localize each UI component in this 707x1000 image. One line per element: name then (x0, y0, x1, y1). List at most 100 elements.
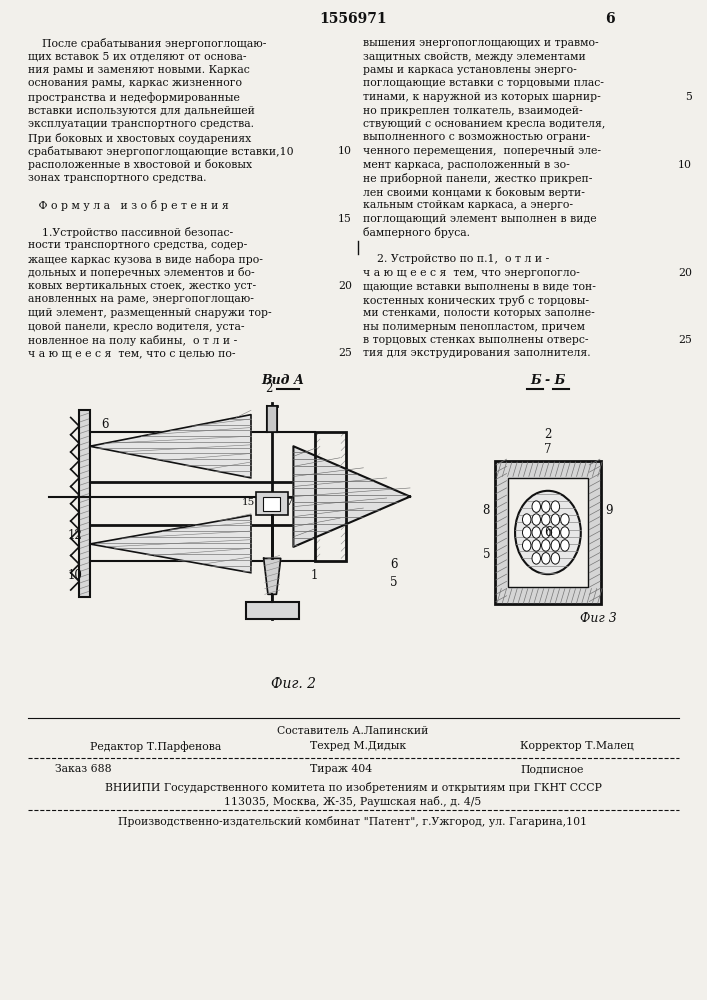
Text: ния рамы и заменяют новыми. Каркас: ния рамы и заменяют новыми. Каркас (28, 65, 250, 75)
Bar (246, 601, 299, 619)
Text: 15: 15 (338, 214, 352, 224)
Text: 113035, Москва, Ж-35, Раушская наб., д. 4/5: 113035, Москва, Ж-35, Раушская наб., д. … (224, 796, 481, 807)
Bar (257, 492, 288, 515)
Text: 9: 9 (606, 504, 613, 517)
Circle shape (551, 501, 560, 512)
Polygon shape (90, 515, 251, 573)
Bar (495, 461, 601, 604)
Circle shape (551, 553, 560, 564)
Text: 12: 12 (68, 529, 82, 542)
Text: ановленных на раме, энергопоглощаю-: ановленных на раме, энергопоглощаю- (28, 294, 254, 304)
Text: ч а ю щ е е с я  тем, что с целью по-: ч а ю щ е е с я тем, что с целью по- (28, 349, 235, 359)
Text: пространства и недеформированные: пространства и недеформированные (28, 92, 240, 103)
Text: Техред М.Дидык: Техред М.Дидык (310, 741, 407, 751)
Circle shape (522, 527, 531, 538)
Text: рамы и каркаса установлены энерго-: рамы и каркаса установлены энерго- (363, 65, 577, 75)
Circle shape (551, 527, 560, 538)
Text: 8: 8 (483, 504, 490, 517)
Text: дольных и поперечных элементов и бо-: дольных и поперечных элементов и бо- (28, 267, 255, 278)
Text: костенных конических труб с торцовы-: костенных конических труб с торцовы- (363, 294, 589, 306)
Polygon shape (264, 558, 281, 594)
Text: жащее каркас кузова в виде набора про-: жащее каркас кузова в виде набора про- (28, 254, 263, 265)
Circle shape (551, 514, 560, 525)
Text: Производственно-издательский комбинат "Патент", г.Ужгород, ул. Гагарина,101: Производственно-издательский комбинат "П… (119, 816, 588, 827)
Text: в торцовых стенках выполнены отверс-: в торцовых стенках выполнены отверс- (363, 335, 588, 345)
Text: лен своими концами к боковым верти-: лен своими концами к боковым верти- (363, 186, 585, 198)
Text: выполненного с возможностью ограни-: выполненного с возможностью ограни- (363, 132, 590, 142)
Text: 18: 18 (271, 498, 284, 507)
Text: 25: 25 (338, 349, 352, 359)
Text: зонах транспортного средства.: зонах транспортного средства. (28, 173, 206, 183)
Text: не приборной панели, жестко прикреп-: не приборной панели, жестко прикреп- (363, 173, 592, 184)
Text: 15: 15 (243, 498, 255, 507)
Text: расположенные в хвостовой и боковых: расположенные в хвостовой и боковых (28, 159, 252, 170)
Text: бамперного бруса.: бамперного бруса. (363, 227, 470, 238)
Circle shape (542, 514, 550, 525)
Text: ности транспортного средства, содер-: ности транспортного средства, содер- (28, 240, 247, 250)
Text: тинами, к наружной из которых шарнир-: тинами, к наружной из которых шарнир- (363, 92, 601, 102)
Text: вышения энергопоглощающих и травмо-: вышения энергопоглощающих и травмо- (363, 38, 599, 48)
Text: Тираж 404: Тираж 404 (310, 764, 372, 774)
Text: 17: 17 (281, 498, 293, 507)
Text: 5: 5 (483, 548, 490, 561)
Circle shape (551, 540, 560, 551)
Circle shape (561, 527, 569, 538)
Bar (79, 410, 90, 597)
Circle shape (532, 553, 541, 564)
Text: 7: 7 (544, 443, 551, 456)
Circle shape (542, 553, 550, 564)
Text: мент каркаса, расположенный в зо-: мент каркаса, расположенный в зо- (363, 159, 570, 169)
Polygon shape (90, 415, 251, 478)
Text: После срабатывания энергопоглощаю-: После срабатывания энергопоглощаю- (28, 38, 267, 49)
Text: ч а ю щ е е с я  тем, что энергопогло-: ч а ю щ е е с я тем, что энергопогло- (363, 267, 580, 277)
Text: 6: 6 (544, 526, 552, 539)
Circle shape (522, 540, 531, 551)
Text: Фиг. 2: Фиг. 2 (271, 677, 316, 691)
Text: 20: 20 (338, 281, 352, 291)
Text: кальным стойкам каркаса, а энерго-: кальным стойкам каркаса, а энерго- (363, 200, 573, 210)
Circle shape (532, 527, 541, 538)
Text: ВНИИПИ Государственного комитета по изобретениям и открытиям при ГКНТ СССР: ВНИИПИ Государственного комитета по изоб… (105, 782, 602, 793)
Text: 10: 10 (678, 159, 692, 169)
Text: 5: 5 (685, 92, 692, 102)
Text: Вид А: Вид А (262, 374, 304, 387)
Text: срабатывают энергопоглощающие вставки,10: срабатывают энергопоглощающие вставки,10 (28, 146, 293, 157)
Text: основания рамы, каркас жизненного: основания рамы, каркас жизненного (28, 79, 242, 89)
Text: вставки используются для дальнейшей: вставки используются для дальнейшей (28, 105, 255, 115)
Text: ны полимерным пенопластом, причем: ны полимерным пенопластом, причем (363, 322, 585, 332)
Text: 1: 1 (311, 569, 318, 582)
Text: 10: 10 (338, 146, 352, 156)
Text: 2. Устройство по п.1,  о т л и -: 2. Устройство по п.1, о т л и - (363, 254, 549, 264)
Text: Подписное: Подписное (520, 764, 583, 774)
Circle shape (532, 501, 541, 512)
Text: поглощающий элемент выполнен в виде: поглощающий элемент выполнен в виде (363, 214, 597, 224)
Text: тия для экструдирования заполнителя.: тия для экструдирования заполнителя. (363, 349, 590, 359)
Text: ствующий с основанием кресла водителя,: ствующий с основанием кресла водителя, (363, 119, 605, 129)
Bar (267, 406, 278, 432)
Text: 2: 2 (265, 382, 273, 395)
Text: ми стенками, полости которых заполне-: ми стенками, полости которых заполне- (363, 308, 595, 318)
Circle shape (561, 514, 569, 525)
Circle shape (532, 514, 541, 525)
Text: цовой панели, кресло водителя, уста-: цовой панели, кресло водителя, уста- (28, 322, 245, 332)
Circle shape (542, 540, 550, 551)
Text: 5: 5 (390, 576, 398, 589)
Text: 25: 25 (678, 335, 692, 345)
Text: защитных свойств, между элементами: защитных свойств, между элементами (363, 51, 586, 62)
Text: Составитель А.Лапинский: Составитель А.Лапинский (277, 726, 428, 736)
Circle shape (561, 540, 569, 551)
Circle shape (542, 501, 550, 512)
Text: но прикреплен толкатель, взаимодей-: но прикреплен толкатель, взаимодей- (363, 105, 583, 115)
Text: ковых вертикальных стоек, жестко уст-: ковых вертикальных стоек, жестко уст- (28, 281, 256, 291)
Text: 6: 6 (390, 558, 398, 571)
Circle shape (532, 540, 541, 551)
Text: Фиг 3: Фиг 3 (580, 612, 617, 625)
Circle shape (522, 514, 531, 525)
Text: поглощающие вставки с торцовыми плас-: поглощающие вставки с торцовыми плас- (363, 79, 604, 89)
Text: 2: 2 (544, 428, 551, 441)
Text: 20: 20 (678, 267, 692, 277)
Text: щий элемент, размещенный снаружи тор-: щий элемент, размещенный снаружи тор- (28, 308, 271, 318)
Bar (315, 432, 346, 561)
Circle shape (542, 527, 550, 538)
Text: 6: 6 (101, 418, 108, 431)
